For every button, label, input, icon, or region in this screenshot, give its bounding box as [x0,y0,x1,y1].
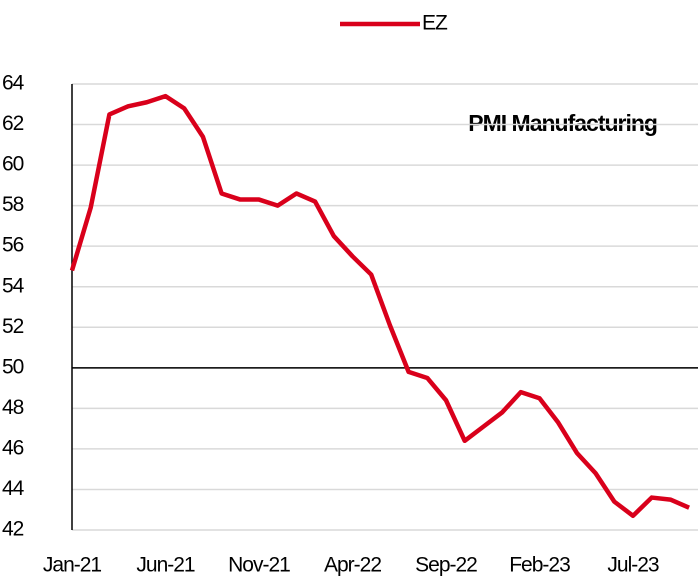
y-tick-label: 52 [2,315,24,338]
y-tick-label: 44 [2,477,25,500]
x-tick-label: Apr-22 [324,554,381,577]
x-tick-label: Nov-21 [228,554,290,577]
y-tick-label: 42 [2,518,24,541]
x-tick-label: Feb-23 [509,554,570,577]
x-tick-label: Jan-21 [43,554,102,577]
x-tick-label: Sep-22 [415,554,477,577]
x-tick-label: Jul-23 [607,554,659,577]
y-tick-label: 54 [2,274,25,297]
data-line [69,93,690,519]
y-tick-label: 58 [2,193,24,216]
x-tick-label: Jun-21 [136,554,195,577]
y-tick-label: 56 [2,234,24,257]
y-tick-label: 60 [2,153,24,176]
legend-label: EZ [422,12,448,35]
chart-annotation: PMI Manufacturing [468,110,657,136]
y-tick-label: 46 [2,436,24,459]
y-tick-label: 50 [2,355,24,378]
y-tick-label: 48 [2,396,24,419]
y-tick-label: 64 [2,72,25,95]
y-tick-label: 62 [2,112,24,135]
